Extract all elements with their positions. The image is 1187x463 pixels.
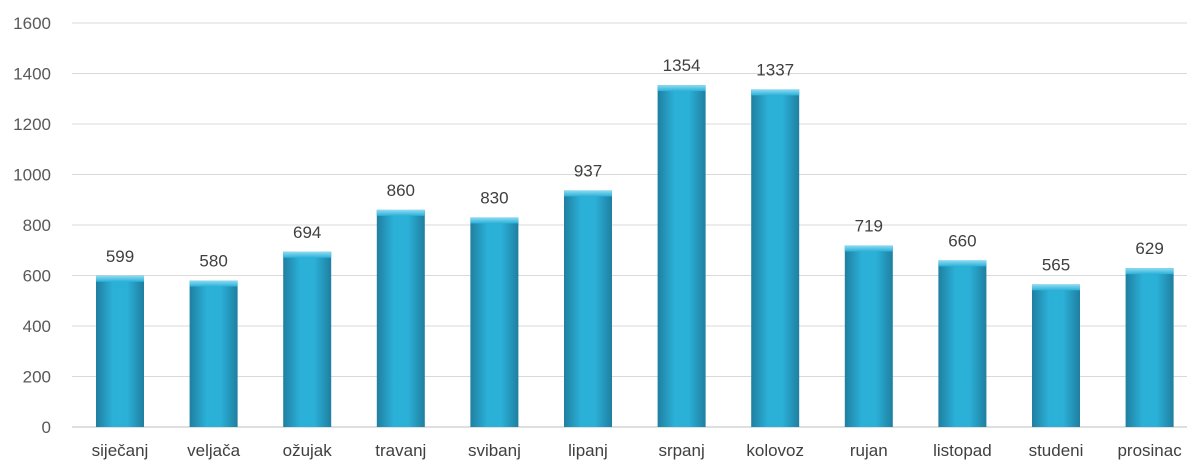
x-axis-category-labels: siječanj veljača ožujak travanj svibanj lipan… xyxy=(92,441,1183,460)
data-label: 565 xyxy=(1042,255,1070,274)
bar-body xyxy=(1125,268,1174,427)
bars xyxy=(96,85,1174,428)
x-category-label: siječanj xyxy=(92,441,149,460)
bar xyxy=(751,89,800,427)
bar-cap xyxy=(1125,268,1174,275)
x-category-label: travanj xyxy=(375,441,426,460)
gridlines xyxy=(72,22,1187,428)
bar-cap xyxy=(470,217,519,224)
bar xyxy=(470,217,519,427)
data-label: 660 xyxy=(948,231,976,250)
x-category-label: rujan xyxy=(850,441,888,460)
data-labels: 599 580 694 860 830 937 1354 1337 719 660 565 629 xyxy=(106,56,1164,274)
bar-body xyxy=(283,251,332,427)
bar-body xyxy=(1032,284,1080,427)
bar-body xyxy=(376,209,425,427)
data-label: 830 xyxy=(480,188,508,207)
data-label: 1337 xyxy=(756,60,794,79)
bar xyxy=(657,85,706,428)
data-label: 1354 xyxy=(663,56,701,75)
bar xyxy=(1125,268,1174,427)
bar xyxy=(96,275,144,427)
bar xyxy=(189,280,238,427)
y-axis-tick-labels: 0 200 400 600 800 1000 1200 1400 1600 xyxy=(13,14,51,437)
data-label: 860 xyxy=(387,181,415,200)
bar-body xyxy=(96,275,144,427)
bar-body xyxy=(189,280,238,427)
data-label: 629 xyxy=(1135,239,1163,258)
bar xyxy=(938,260,987,427)
bar-cap xyxy=(657,85,706,92)
bar-body xyxy=(470,217,519,427)
x-category-label: kolovoz xyxy=(746,441,804,460)
y-tick-label: 1600 xyxy=(13,14,51,33)
x-category-label: srpanj xyxy=(658,441,704,460)
data-label: 694 xyxy=(293,223,321,242)
y-tick-label: 0 xyxy=(42,418,51,437)
bar xyxy=(376,209,425,427)
y-tick-label: 1200 xyxy=(13,115,51,134)
bar-cap xyxy=(189,280,238,287)
y-tick-label: 600 xyxy=(23,267,51,286)
bar-cap xyxy=(96,275,144,282)
x-category-label: veljača xyxy=(187,441,240,460)
x-category-label: svibanj xyxy=(468,441,521,460)
y-tick-label: 1400 xyxy=(13,65,51,84)
data-label: 580 xyxy=(199,252,227,271)
bar-body xyxy=(657,85,706,428)
bar-cap xyxy=(283,251,332,258)
y-tick-label: 1000 xyxy=(13,166,51,185)
bar-cap xyxy=(376,209,425,216)
bar xyxy=(564,190,612,427)
bar-body xyxy=(564,190,612,427)
bar-body xyxy=(938,260,987,427)
x-category-label: studeni xyxy=(1029,441,1084,460)
bar-cap xyxy=(751,89,800,96)
x-category-label: listopad xyxy=(933,441,992,460)
data-label: 599 xyxy=(106,247,134,266)
x-category-label: ožujak xyxy=(283,441,333,460)
data-label: 719 xyxy=(855,216,883,235)
x-category-label: lipanj xyxy=(568,441,608,460)
data-label: 937 xyxy=(574,161,602,180)
bar xyxy=(1032,284,1080,427)
x-category-label: prosinac xyxy=(1117,441,1182,460)
bar-body xyxy=(751,89,800,427)
bar xyxy=(844,245,893,427)
bar-cap xyxy=(564,190,612,197)
bar-cap xyxy=(1032,284,1080,291)
bar-cap xyxy=(938,260,987,267)
y-tick-label: 200 xyxy=(23,368,51,387)
y-tick-label: 400 xyxy=(23,317,51,336)
bar-cap xyxy=(844,245,893,252)
y-tick-label: 800 xyxy=(23,216,51,235)
bar-body xyxy=(844,245,893,427)
bar xyxy=(283,251,332,427)
